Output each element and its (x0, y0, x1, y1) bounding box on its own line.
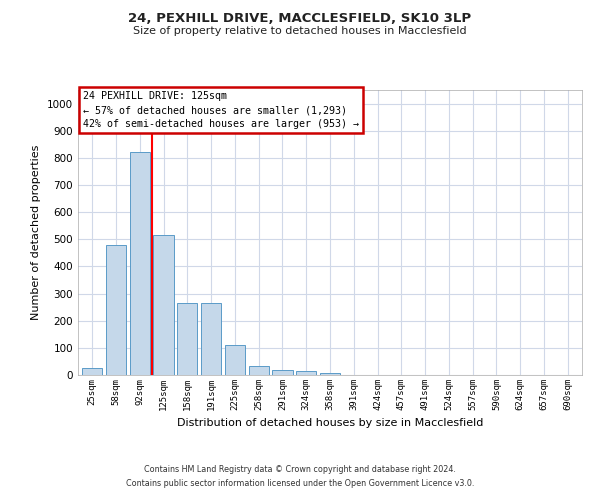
Bar (272, 370, 293, 375)
Bar (154, 235, 173, 375)
Text: 24 PEXHILL DRIVE: 125sqm
← 57% of detached houses are smaller (1,293)
42% of sem: 24 PEXHILL DRIVE: 125sqm ← 57% of detach… (83, 92, 359, 130)
Bar (248, 366, 269, 375)
Bar (82, 368, 103, 375)
Bar (177, 303, 197, 375)
X-axis label: Distribution of detached houses by size in Macclesfield: Distribution of detached houses by size … (177, 418, 483, 428)
Bar (320, 373, 340, 375)
Bar (106, 244, 126, 375)
Y-axis label: Number of detached properties: Number of detached properties (31, 145, 41, 320)
Bar (225, 345, 245, 375)
Bar (296, 371, 316, 375)
Text: Size of property relative to detached houses in Macclesfield: Size of property relative to detached ho… (133, 26, 467, 36)
Text: 24, PEXHILL DRIVE, MACCLESFIELD, SK10 3LP: 24, PEXHILL DRIVE, MACCLESFIELD, SK10 3L… (128, 12, 472, 26)
Bar (130, 152, 150, 375)
Text: Contains HM Land Registry data © Crown copyright and database right 2024.
Contai: Contains HM Land Registry data © Crown c… (126, 466, 474, 487)
Bar (201, 303, 221, 375)
